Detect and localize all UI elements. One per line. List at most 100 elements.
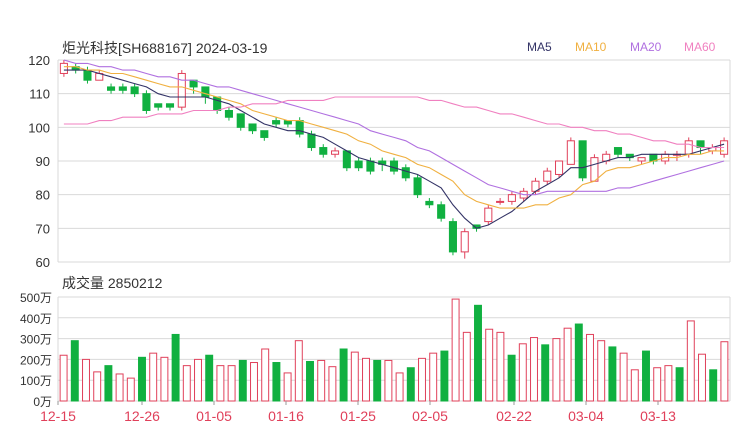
volume-bar [93,371,102,402]
candle-down [201,86,210,98]
price-tick-label: 70 [36,221,50,236]
volume-bar [350,351,359,402]
legend-ma60: MA60 [684,40,716,54]
volume-bar [518,343,527,402]
date-label: 03-04 [568,408,604,424]
volume-bar [328,366,337,402]
candle-down [413,177,422,196]
volume-bar [485,328,494,402]
candle-down [260,130,269,138]
volume-bar [339,348,348,402]
ma5-line [63,69,725,229]
volume-tick-label: 100万 [20,374,52,388]
volume-bar [586,333,594,402]
candle-up [555,160,564,175]
volume-tick-label: 300万 [20,333,52,347]
volume-tick-label: 500万 [20,291,52,305]
volume-bar [440,350,449,402]
volume-tick-label: 200万 [20,353,52,367]
volume-bar [149,352,158,402]
candle-down [307,133,316,149]
volume-bar [171,333,180,402]
candle-up [496,200,505,203]
volume-bar [530,337,538,402]
candle-up [684,140,693,155]
volume-bar [205,354,214,402]
candle-down [165,103,175,108]
candle-down [366,160,375,172]
volume-bar [373,359,382,402]
volume-bar [306,360,314,402]
volume-bar [126,377,135,402]
candle-down [272,120,281,125]
volume-bar [418,357,426,402]
volume-bar [104,365,113,402]
date-label: 01-16 [268,408,304,424]
volume-bar [664,365,673,402]
volume-bar [630,369,639,402]
volume-tick-label: 0万 [33,395,52,409]
candle-down [613,147,623,155]
volume-bar [395,372,404,402]
volume-bar [250,362,258,402]
volume-bar [462,331,471,402]
candle-up [590,157,599,182]
volume-bar [608,346,617,402]
candle-down [107,86,116,91]
candle-down [342,150,351,169]
date-label: 03-13 [640,408,676,424]
volume-bar [709,369,718,402]
volume-bar [406,367,415,402]
volume-bar [653,367,662,402]
volume-bar [70,340,79,402]
date-label: 01-05 [196,408,232,424]
volume-bar [642,350,650,402]
candle-down [154,103,163,108]
volume-bar [496,331,505,402]
volume-bar [541,344,550,402]
volume-bar [115,373,124,402]
price-tick-label: 60 [36,255,50,270]
volume-bar [283,372,292,402]
candle-down [83,69,92,81]
candle-down [437,204,446,219]
volume-bar [720,341,729,402]
volume-bar [384,359,393,402]
candle-down [248,123,257,132]
candle-down [142,93,151,111]
volume-bar [451,298,460,402]
price-tick-label: 120 [28,53,50,68]
candle-down [118,86,127,91]
candle-down [295,120,304,135]
candle-up [507,194,516,202]
volume-bar [317,359,326,402]
candle-up [566,140,575,165]
volume-bar [194,358,202,402]
candle-up [59,62,68,74]
volume-bar [182,365,191,402]
volume-bar [507,354,516,402]
volume-bar [160,356,169,402]
volume-bar [216,365,225,402]
candle-up [177,72,186,108]
volume-bar [261,348,270,402]
candle-down [130,86,139,95]
candle-down [319,147,328,155]
volume-bar [227,365,236,402]
volume-bar [698,353,706,402]
volume-bar [82,358,90,402]
volume-title: 成交量 2850212 [62,275,163,291]
candle-up [637,157,646,162]
volume-bar [474,304,482,402]
volume-bar [429,352,438,402]
price-tick-label: 100 [28,120,50,135]
candle-down [448,221,457,253]
candle-down [401,167,410,179]
ma10-line [63,66,725,209]
volume-bar [272,362,281,402]
candle-up [543,170,552,182]
date-label: 01-25 [340,408,376,424]
volume-bar [59,354,68,402]
candle-down [213,96,222,111]
